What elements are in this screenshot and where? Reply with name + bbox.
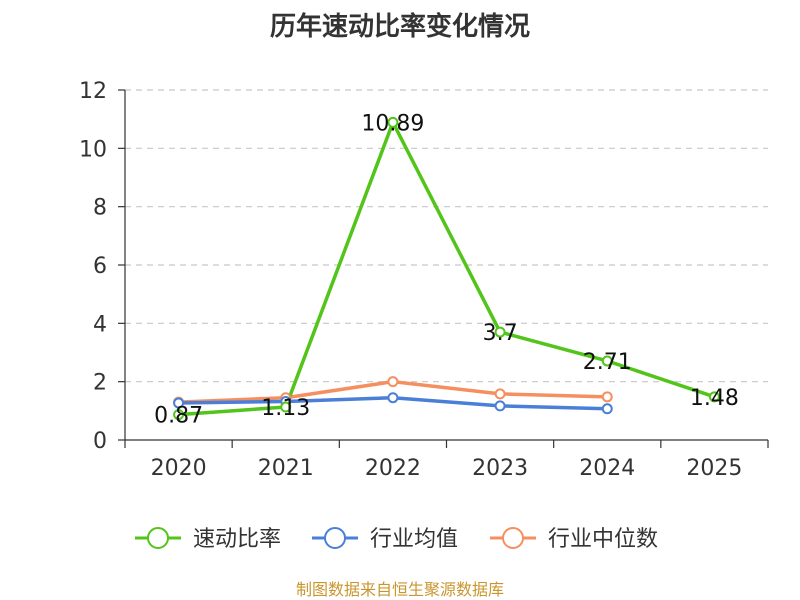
y-tick-label: 6 <box>93 254 107 279</box>
x-tick-label: 2023 <box>472 456 528 481</box>
x-tick-label: 2021 <box>258 456 314 481</box>
legend-label: 速动比率 <box>193 527 281 552</box>
data-point <box>280 401 292 413</box>
data-point <box>387 392 399 404</box>
data-label: 1.48 <box>690 386 739 411</box>
y-tick-label: 4 <box>93 312 107 337</box>
legend-label: 行业中位数 <box>548 527 658 552</box>
x-tick-label: 2020 <box>151 456 207 481</box>
x-tick-label: 2024 <box>579 456 635 481</box>
data-label: 10.89 <box>361 111 424 136</box>
data-point <box>173 409 185 421</box>
y-tick-label: 0 <box>93 429 107 454</box>
data-point <box>494 400 506 412</box>
legend-marker <box>147 527 169 549</box>
data-point <box>601 403 613 415</box>
data-point <box>173 397 185 409</box>
legend-marker <box>502 527 524 549</box>
data-point <box>387 376 399 388</box>
data-label: 0.87 <box>154 404 203 429</box>
legend-marker <box>324 527 346 549</box>
x-tick-label: 2022 <box>365 456 421 481</box>
axes <box>118 89 769 448</box>
data-point <box>387 116 399 128</box>
y-tick-labels: 0 2 4 6 8 10 12 <box>79 79 107 454</box>
y-tick-label: 10 <box>79 137 107 162</box>
legend: 速动比率 行业均值 行业中位数 <box>135 527 658 552</box>
data-point <box>494 326 506 338</box>
data-label: 2.71 <box>583 350 632 375</box>
chart-title: 历年速动比率变化情况 <box>269 12 530 42</box>
y-tick-label: 12 <box>79 79 107 104</box>
y-tick-label: 8 <box>93 196 107 221</box>
x-tick-labels: 2020 2021 2022 2023 2024 2025 <box>151 456 743 481</box>
x-tick-label: 2025 <box>686 456 742 481</box>
data-labels: 0.87 1.13 10.89 3.7 2.71 1.48 <box>154 111 739 428</box>
data-point <box>601 355 613 367</box>
source-note: 制图数据来自恒生聚源数据库 <box>295 580 504 599</box>
data-label: 3.7 <box>483 321 518 346</box>
series-lines <box>178 120 715 417</box>
data-point <box>601 391 613 403</box>
series-points <box>173 116 720 421</box>
series-line <box>178 120 715 417</box>
y-tick-label: 2 <box>93 371 107 396</box>
grid-lines <box>125 89 768 383</box>
legend-label: 行业均值 <box>370 527 458 552</box>
data-point <box>494 388 506 400</box>
data-label: 1.13 <box>261 396 310 421</box>
data-point <box>708 391 720 403</box>
